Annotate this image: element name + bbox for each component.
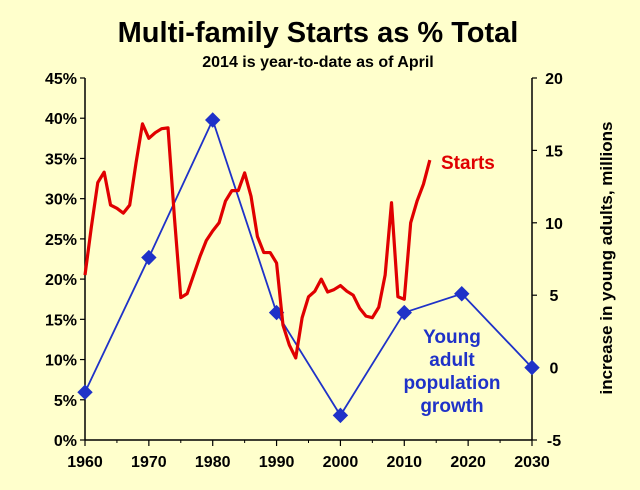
x-tick-label: 2030 [514, 454, 550, 471]
y-right-tick-label: 0 [550, 361, 559, 378]
series-label-young-adult-line: Young [423, 327, 481, 348]
y-left-tick-label: 15% [45, 312, 77, 329]
y-right-tick-label: 20 [545, 71, 563, 88]
series-point-young-adult [77, 384, 93, 400]
series-line-starts [83, 122, 432, 360]
y-left-tick-label: 5% [54, 393, 77, 410]
chart-title: Multi-family Starts as % Total [118, 17, 519, 49]
x-tick-label: 1960 [67, 454, 103, 471]
y-right-tick-label: 10 [545, 216, 563, 233]
series-point-young-adult [454, 286, 470, 302]
series-line-young-adult [84, 117, 533, 418]
y-left-tick-label: 10% [45, 353, 77, 370]
axes: 1960 1970 1980 1990 2000 2010 2020 20300%5%10%1… [45, 71, 563, 471]
series-point-young-adult [141, 249, 157, 266]
x-tick-label: 1970 [131, 454, 167, 471]
y-right-tick-label: 15 [545, 143, 563, 160]
series-layer [77, 112, 540, 424]
x-tick-label: 2010 [386, 454, 422, 471]
y-left-tick-label: 25% [45, 232, 77, 249]
series-point-young-adult [332, 407, 349, 424]
y-left-tick-label: 0% [54, 433, 77, 450]
y-left-tick-label: 35% [45, 151, 77, 168]
series-label-young-adult-line: population [403, 373, 500, 394]
series-point-young-adult [205, 112, 221, 128]
series-label-young-adult-line: adult [429, 350, 475, 371]
series-label-starts: Starts [441, 153, 495, 174]
series-point-young-adult [396, 304, 412, 321]
y-right-tick-label: 5 [550, 288, 559, 305]
x-tick-label: 1980 [195, 454, 231, 471]
y-left-tick-label: 30% [45, 192, 77, 209]
y-right-tick-label: -5 [547, 433, 561, 450]
series-point-young-adult [524, 359, 540, 376]
y-left-tick-label: 20% [45, 272, 77, 289]
x-tick-label: 1990 [259, 454, 295, 471]
x-tick-label: 2000 [323, 454, 359, 471]
series-label-young-adult-line: growth [420, 396, 483, 417]
x-tick-label: 2020 [450, 454, 486, 471]
y-axis-right-label: increase in young adults, millions [597, 121, 616, 394]
y-left-tick-label: 40% [45, 111, 77, 128]
y-left-tick-label: 45% [45, 71, 77, 88]
chart-subtitle: 2014 is year-to-date as of April [202, 54, 434, 71]
